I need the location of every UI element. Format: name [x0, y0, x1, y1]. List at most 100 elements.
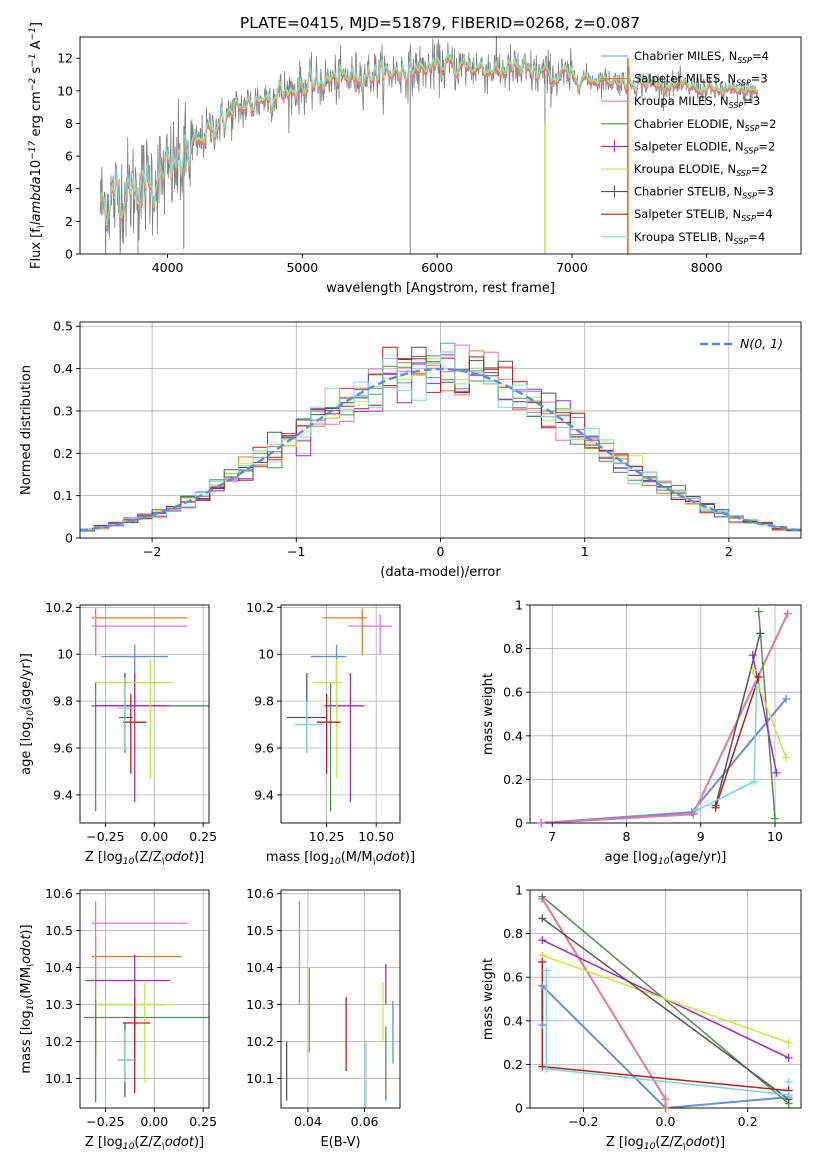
panel-age-vs-z: −0.25 0.00 0.25 9.4 9.6 9.8 10 10.2 Z [log10(Z/Z… — [19, 600, 217, 867]
point-marker — [754, 607, 763, 616]
x-axis-label: mass [log10(M/M\odot)] — [266, 850, 415, 867]
y-tick-label: 0 — [515, 1101, 523, 1116]
y-tick-label: 10 — [258, 647, 274, 662]
axes-frame — [79, 889, 210, 1109]
gaussian-curve — [80, 367, 799, 532]
residual-legend: N(0, 1) — [700, 336, 783, 351]
legend-label-salpeter-miles: Salpeter MILES, NSSP=3 — [634, 72, 768, 88]
point-marker — [784, 1038, 793, 1047]
x-axis-label: wavelength [Angstrom, rest frame] — [326, 281, 555, 296]
errorbar-kroupa-stelib — [117, 677, 135, 751]
x-tick-label: 5000 — [286, 260, 318, 275]
errorbar-kroupa-stelib — [117, 1030, 135, 1083]
y-tick-label: 9.8 — [53, 694, 73, 709]
y-tick-label: 2 — [65, 214, 73, 229]
point-marker — [689, 810, 698, 819]
series-line-chabrier-elodie — [757, 611, 776, 819]
point-marker — [538, 914, 547, 923]
y-tick-label: 10 — [57, 647, 73, 662]
errorbar-salpeter-elodie — [324, 672, 365, 802]
series-line-salpeter-stelib — [714, 676, 760, 808]
point-marker — [782, 694, 791, 703]
plot-area — [286, 608, 393, 812]
y-tick-label: 0.4 — [503, 728, 523, 743]
plot-area — [83, 901, 209, 1103]
point-marker — [538, 957, 547, 966]
point-marker — [783, 609, 792, 618]
y-tick-label: 1 — [515, 883, 523, 898]
x-axis-label: Z [log10(Z/Z\odot)] — [606, 1135, 725, 1152]
legend-label-kroupa-elodie: Kroupa ELODIE, NSSP=2 — [634, 162, 768, 178]
x-tick-label: −0.25 — [86, 829, 124, 844]
y-tick-label: 0 — [65, 531, 73, 546]
y-tick-label: 10.3 — [246, 997, 274, 1012]
point-marker — [693, 805, 702, 814]
axes-frame — [280, 604, 401, 824]
legend-label-kroupa-miles: Kroupa MILES, NSSP=3 — [634, 94, 760, 110]
y-tick-label: 10.5 — [45, 923, 73, 938]
y-tick-label: 10.2 — [246, 600, 274, 615]
y-tick-label: 0.3 — [53, 403, 73, 418]
x-tick-label: 0.25 — [189, 1114, 217, 1129]
y-tick-label: 0.4 — [503, 1013, 523, 1028]
x-tick-label: 0.25 — [189, 829, 217, 844]
x-tick-label: 8 — [623, 829, 631, 844]
series-line-kroupa-miles — [541, 898, 667, 1100]
panel-residuals: −2 −1 0 1 2 0 0.1 0.2 0.3 0.4 0.5 (data-model)/erro… — [19, 319, 802, 580]
x-tick-label: 7000 — [556, 260, 588, 275]
axes-frame — [280, 889, 401, 1109]
x-tick-label: 7 — [548, 829, 556, 844]
legend-gaussian-label: N(0, 1) — [740, 336, 783, 351]
y-axis-label: mass weight — [481, 958, 496, 1040]
panel-massweight-vs-z: −0.2 0.0 0.2 0 0.2 0.4 0.6 0.8 1 Z [log10(Z/Z\odo… — [481, 883, 802, 1152]
point-marker — [661, 1104, 670, 1112]
panel-mass-vs-z: −0.25 0.00 0.25 10.1 10.2 10.3 10.4 10.5 10.6 Z [… — [19, 886, 217, 1152]
y-tick-label: 9.6 — [254, 740, 274, 755]
y-tick-label: 0.8 — [503, 926, 523, 941]
y-tick-label: 0.6 — [503, 970, 523, 985]
x-tick-label: 1 — [581, 544, 589, 559]
y-tick-label: 10.4 — [45, 960, 73, 975]
point-marker — [752, 683, 761, 692]
x-tick-label: −0.25 — [86, 1114, 124, 1129]
y-tick-label: 10.6 — [246, 886, 274, 901]
spectrum-legend: Chabrier MILES, NSSP=4 Salpeter MILES, NS… — [601, 49, 776, 246]
point-marker — [756, 629, 765, 638]
y-tick-label: 10.2 — [45, 600, 73, 615]
y-tick-label: 10.1 — [45, 1071, 73, 1086]
axes-frame — [79, 36, 802, 255]
point-marker — [542, 1064, 551, 1073]
x-tick-label: 4000 — [152, 260, 184, 275]
y-tick-label: 0.6 — [503, 685, 523, 700]
series-line-chabrier-stelib — [714, 633, 761, 806]
errorbar-kroupa-stelib — [294, 701, 323, 753]
x-tick-label: 0.00 — [140, 1114, 168, 1129]
errorbar-salpeter-miles — [322, 608, 367, 656]
point-marker — [538, 981, 547, 990]
x-tick-label: 10.25 — [309, 829, 345, 844]
y-tick-label: 10.4 — [246, 960, 274, 975]
panel-massweight-vs-age: 7 8 9 10 0 0.2 0.4 0.6 0.8 1 age [log10(age/yr)] ma… — [481, 598, 802, 867]
x-tick-label: 10 — [767, 829, 783, 844]
y-tick-label: 6 — [65, 149, 73, 164]
series-line-salpeter-elodie — [751, 654, 778, 774]
x-tick-label: 0.2 — [738, 1114, 758, 1129]
point-marker — [661, 1095, 670, 1104]
y-tick-label: 0.2 — [503, 772, 523, 787]
point-marker — [711, 803, 720, 812]
y-tick-label: 0.2 — [503, 1057, 523, 1072]
errorbar-kroupa-miles — [91, 901, 188, 983]
x-axis-label: E(B-V) — [320, 1135, 360, 1150]
series-line-kroupa-elodie — [751, 670, 787, 758]
x-axis-label: Z [log10(Z/Z\odot)] — [85, 1135, 204, 1152]
x-tick-label: 9 — [697, 829, 705, 844]
point-marker — [538, 936, 547, 945]
errorbar-salpeter-stelib — [123, 997, 151, 1094]
x-tick-label: −1 — [287, 544, 305, 559]
y-tick-label: 0 — [515, 816, 523, 831]
y-axis-label: age [log10(age/yr)] — [19, 653, 36, 775]
point-marker — [784, 1077, 793, 1086]
y-tick-label: 0.5 — [53, 319, 73, 334]
model-fit-kroupa-stelib — [99, 51, 758, 225]
x-tick-label: 2 — [725, 544, 733, 559]
